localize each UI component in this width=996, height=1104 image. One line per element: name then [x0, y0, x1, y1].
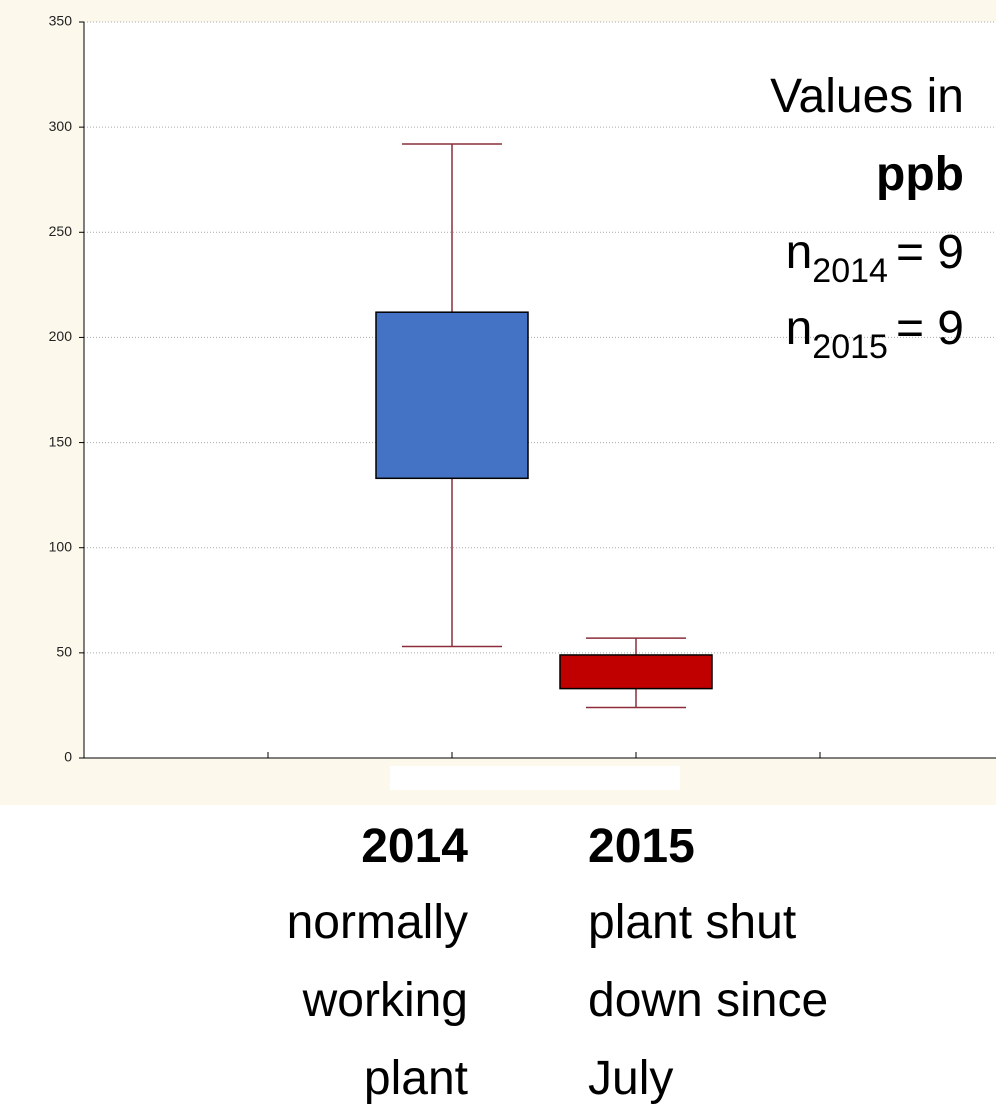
y-tick-label: 300 [49, 118, 73, 134]
label-cover [390, 766, 680, 790]
grid [79, 21, 996, 759]
boxes [375, 143, 713, 758]
subscript: 2015 [812, 328, 888, 366]
category-description: plant [364, 1052, 468, 1104]
plot-area [84, 22, 996, 758]
y-tick-label: 0 [64, 749, 72, 765]
category-description: July [588, 1052, 673, 1104]
category-label: 2014 [361, 820, 468, 873]
y-tick-label: 250 [49, 223, 73, 239]
y-tick-label: 200 [49, 328, 73, 344]
labels: 0 50 100 150 200 250 300 350 2014 normally working… [49, 13, 829, 1104]
category-description: down since [588, 974, 828, 1027]
subscript: 2014 [812, 252, 888, 290]
equals: = 9 [896, 302, 964, 355]
annotation-unit: ppb [876, 148, 964, 201]
sample-size: n2015 = 9 [786, 302, 964, 366]
y-tick-label: 350 [49, 13, 73, 29]
equals: = 9 [896, 226, 964, 279]
y-tick-label: 100 [49, 538, 73, 554]
annotation-line: Values in [770, 70, 964, 123]
symbol: n [786, 226, 813, 279]
sample-size: n2014 = 9 [786, 226, 964, 290]
category-label: 2015 [588, 820, 695, 873]
category-description: plant shut [588, 896, 796, 949]
box [559, 654, 713, 690]
symbol: n [786, 302, 813, 355]
category-description: normally [287, 896, 468, 949]
y-tick-label: 50 [56, 644, 72, 660]
category-description: working [302, 974, 468, 1027]
y-tick-label: 150 [49, 433, 73, 449]
box [375, 311, 529, 480]
